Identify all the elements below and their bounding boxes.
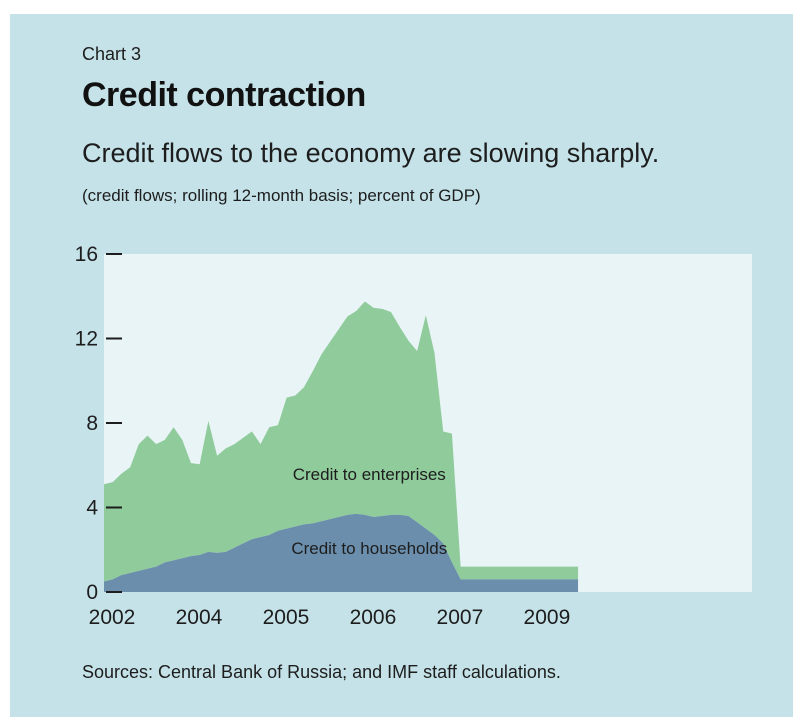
series-label-households: Credit to households bbox=[291, 539, 447, 558]
chart-number: Chart 3 bbox=[82, 44, 142, 64]
series-area-credit-to-enterprises bbox=[104, 301, 579, 582]
x-tick-label: 2007 bbox=[437, 606, 484, 629]
chart-title: Credit contraction bbox=[82, 76, 366, 114]
y-tick-label: 8 bbox=[86, 412, 98, 435]
chart-source: Sources: Central Bank of Russia; and IMF… bbox=[82, 662, 561, 682]
series-label-enterprises: Credit to enterprises bbox=[293, 465, 446, 484]
x-tick-label: 2006 bbox=[350, 606, 397, 629]
y-tick-label: 4 bbox=[86, 497, 98, 520]
y-tick-label: 12 bbox=[75, 328, 98, 351]
chart-subtitle: Credit flows to the economy are slowing … bbox=[82, 138, 660, 168]
y-tick-label: 16 bbox=[75, 243, 98, 266]
y-tick-label: 0 bbox=[86, 581, 98, 604]
series-area-credit-to-households bbox=[104, 513, 579, 592]
x-tick-label: 2002 bbox=[89, 606, 136, 629]
x-tick-label: 2009 bbox=[524, 606, 571, 629]
x-tick-label: 2005 bbox=[263, 606, 310, 629]
x-tick-label: 2004 bbox=[176, 606, 223, 629]
chart-units-note: (credit flows; rolling 12-month basis; p… bbox=[82, 186, 481, 205]
